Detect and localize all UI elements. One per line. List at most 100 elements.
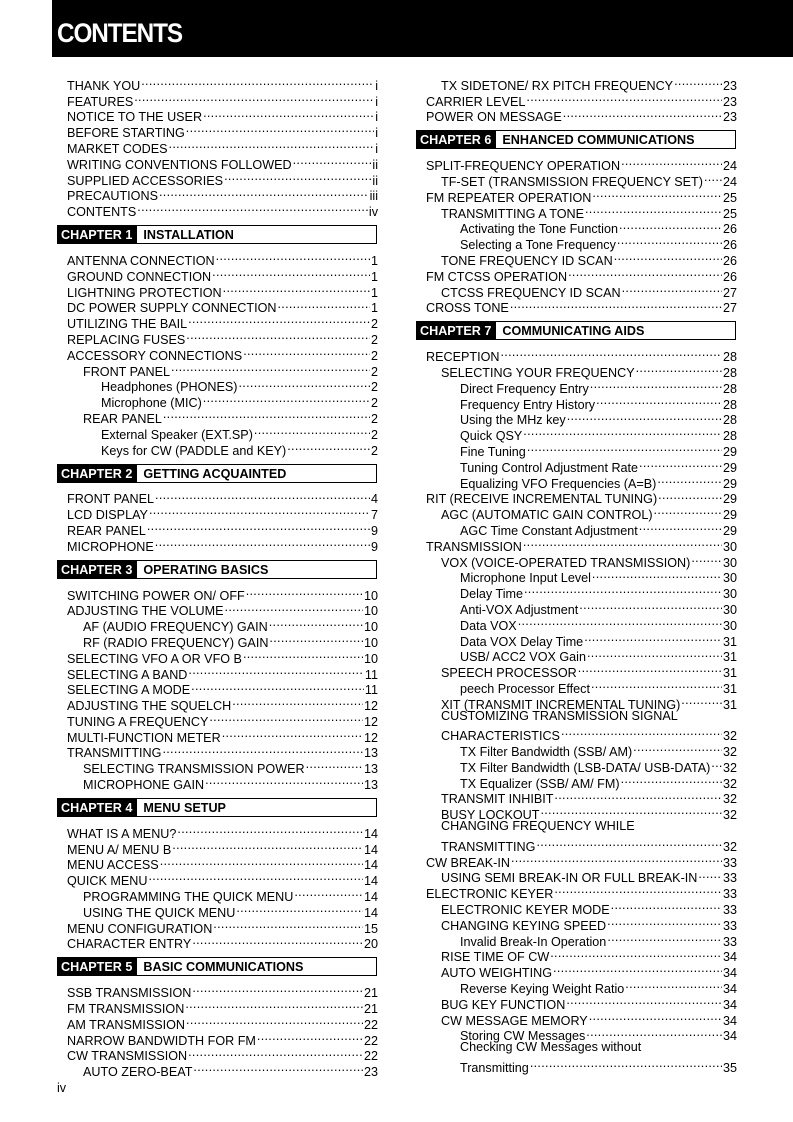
dot-leader bbox=[566, 409, 722, 425]
toc-entry[interactable]: AM TRANSMISSION 22 bbox=[67, 1013, 378, 1032]
toc-entry[interactable]: AF (AUDIO FREQUENCY) GAIN 10 bbox=[67, 615, 378, 634]
toc-entry[interactable]: SELECTING A MODE 11 bbox=[67, 679, 378, 698]
toc-entry[interactable]: UTILIZING THE BAIL 2 bbox=[67, 312, 378, 331]
toc-entry[interactable]: CW MESSAGE MEMORY 34 bbox=[426, 1009, 737, 1028]
toc-entry[interactable]: SPEECH PROCESSOR 31 bbox=[426, 661, 737, 680]
toc-entry[interactable]: TRANSMIT INHIBIT 32 bbox=[426, 788, 737, 807]
toc-entry[interactable]: TRANSMITTING 13 bbox=[67, 742, 378, 761]
chapter-heading[interactable]: CHAPTER 7 COMMUNICATING AIDS bbox=[416, 321, 736, 341]
toc-entry[interactable]: TX Filter Bandwidth (SSB/ AM) 32 bbox=[426, 740, 737, 759]
toc-entry[interactable]: SELECTING A BAND 11 bbox=[67, 663, 378, 682]
toc-entry[interactable]: CHANGING KEYING SPEED 33 bbox=[426, 914, 737, 933]
toc-entry[interactable]: TX SIDETONE/ RX PITCH FREQUENCY23 bbox=[426, 74, 737, 93]
toc-entry[interactable]: RIT (RECEIVE INCREMENTAL TUNING) 29 bbox=[426, 488, 737, 507]
toc-entry[interactable]: peech Processor Effect 31 bbox=[426, 677, 737, 696]
toc-entry[interactable]: SELECTING YOUR FREQUENCY 28 bbox=[426, 361, 737, 380]
toc-entry[interactable]: Selecting a Tone Frequency 26 bbox=[426, 233, 737, 252]
toc-entry[interactable]: Data VOX 30 bbox=[426, 614, 737, 633]
toc-entry[interactable]: TONE FREQUENCY ID SCAN26 bbox=[426, 249, 737, 268]
toc-entry[interactable]: POWER ON MESSAGE 23 bbox=[426, 106, 737, 125]
toc-entry[interactable]: Microphone Input Level30 bbox=[426, 567, 737, 586]
chapter-heading[interactable]: CHAPTER 3 OPERATING BASICS bbox=[57, 559, 377, 579]
toc-entry[interactable]: SWITCHING POWER ON/ OFF 10 bbox=[67, 584, 378, 603]
toc-entry[interactable]: MENU ACCESS 14 bbox=[67, 854, 378, 873]
toc-entry[interactable]: ADJUSTING THE SQUELCH 12 bbox=[67, 694, 378, 713]
toc-entry[interactable]: THANK YOU i bbox=[67, 74, 378, 93]
toc-entry[interactable]: TRANSMITTING32 bbox=[426, 835, 737, 854]
toc-entry[interactable]: REAR PANEL 2 bbox=[67, 407, 378, 426]
chapter-heading[interactable]: CHAPTER 1 INSTALLATION bbox=[57, 225, 377, 245]
toc-entry[interactable]: MICROPHONE GAIN 13 bbox=[67, 773, 378, 792]
toc-entry[interactable]: BUG KEY FUNCTION 34 bbox=[426, 993, 737, 1012]
toc-entry[interactable]: CROSS TONE 27 bbox=[426, 297, 737, 316]
toc-entry[interactable]: Checking CW Messages without bbox=[426, 1040, 737, 1056]
toc-entry[interactable]: PRECAUTIONS iii bbox=[67, 185, 378, 204]
toc-entry[interactable]: AGC (AUTOMATIC GAIN CONTROL) 29 bbox=[426, 503, 737, 522]
toc-entry[interactable]: FRONT PANEL 2 bbox=[67, 360, 378, 379]
toc-entry[interactable]: BEFORE STARTING i bbox=[67, 121, 378, 140]
toc-entry[interactable]: SSB TRANSMISSION 21 bbox=[67, 981, 378, 1000]
toc-entry[interactable]: Activating the Tone Function 26 bbox=[426, 218, 737, 237]
toc-entry[interactable]: Direct Frequency Entry 28 bbox=[426, 377, 737, 396]
toc-entry[interactable]: MENU CONFIGURATION 15 bbox=[67, 917, 378, 936]
toc-entry[interactable]: Delay Time 30 bbox=[426, 582, 737, 601]
toc-entry[interactable]: WHAT IS A MENU? 14 bbox=[67, 822, 378, 841]
toc-entry[interactable]: TUNING A FREQUENCY 12 bbox=[67, 710, 378, 729]
toc-entry[interactable]: FM REPEATER OPERATION 25 bbox=[426, 186, 737, 205]
toc-entry[interactable]: RISE TIME OF CW 34 bbox=[426, 946, 737, 965]
toc-entry-page: 21 bbox=[363, 1002, 378, 1017]
toc-entry[interactable]: CHARACTERISTICS 32 bbox=[426, 724, 737, 743]
toc-entry[interactable]: BUSY LOCKOUT 32 bbox=[426, 803, 737, 822]
toc-entry[interactable]: CHANGING FREQUENCY WHILE bbox=[426, 819, 737, 835]
toc-entry[interactable]: CHARACTER ENTRY 20 bbox=[67, 933, 378, 952]
toc-entry[interactable]: CUSTOMIZING TRANSMISSION SIGNAL bbox=[426, 709, 737, 725]
chapter-heading[interactable]: CHAPTER 2 GETTING ACQUAINTED bbox=[57, 463, 377, 483]
toc-entry[interactable]: FEATURES i bbox=[67, 90, 378, 109]
toc-entry[interactable]: TRANSMITTING A TONE 25 bbox=[426, 202, 737, 221]
toc-entry[interactable]: RECEPTION 28 bbox=[426, 345, 737, 364]
toc-entry[interactable]: MENU A/ MENU B 14 bbox=[67, 838, 378, 857]
toc-entry[interactable]: QUICK MENU 14 bbox=[67, 869, 378, 888]
toc-entry[interactable]: LCD DISPLAY 7 bbox=[67, 503, 378, 522]
chapter-heading[interactable]: CHAPTER 6 ENHANCED COMMUNICATIONS bbox=[416, 130, 736, 150]
toc-entry[interactable]: FRONT PANEL 4 bbox=[67, 488, 378, 507]
toc-entry[interactable]: TRANSMISSION 30 bbox=[426, 535, 737, 554]
toc-entry[interactable]: Data VOX Delay Time 31 bbox=[426, 630, 737, 649]
toc-entry[interactable]: XIT (TRANSMIT INCREMENTAL TUNING) 31 bbox=[426, 693, 737, 712]
toc-entry[interactable]: Frequency Entry History 28 bbox=[426, 393, 737, 412]
toc-entry[interactable]: CONTENTS iv bbox=[67, 200, 378, 219]
toc-entry[interactable]: Fine Tuning 29 bbox=[426, 440, 737, 459]
toc-entry[interactable]: ELECTRONIC KEYER 33 bbox=[426, 882, 737, 901]
toc-entry[interactable]: FM CTCSS OPERATION 26 bbox=[426, 265, 737, 284]
toc-entry[interactable]: GROUND CONNECTION 1 bbox=[67, 265, 378, 284]
toc-entry[interactable]: NOTICE TO THE USER i bbox=[67, 106, 378, 125]
toc-entry[interactable]: MICROPHONE 9 bbox=[67, 535, 378, 554]
toc-entry[interactable]: External Speaker (EXT.SP) 2 bbox=[67, 423, 378, 442]
toc-entry[interactable]: RF (RADIO FREQUENCY) GAIN 10 bbox=[67, 631, 378, 650]
toc-entry[interactable]: LIGHTNING PROTECTION 1 bbox=[67, 281, 378, 300]
toc-entry[interactable]: ADJUSTING THE VOLUME 10 bbox=[67, 600, 378, 619]
toc-entry[interactable]: Tuning Control Adjustment Rate 29 bbox=[426, 456, 737, 475]
chapter-heading[interactable]: CHAPTER 5 BASIC COMMUNICATIONS bbox=[57, 957, 377, 977]
toc-entry[interactable]: Transmitting 35 bbox=[426, 1056, 737, 1075]
toc-entry[interactable]: Quick QSY 28 bbox=[426, 424, 737, 443]
toc-entry[interactable]: USING THE QUICK MENU 14 bbox=[67, 901, 378, 920]
toc-entry[interactable]: Storing CW Messages 34 bbox=[426, 1025, 737, 1044]
chapter-heading[interactable]: CHAPTER 4 MENU SETUP bbox=[57, 798, 377, 818]
toc-entry[interactable]: REPLACING FUSES 2 bbox=[67, 328, 378, 347]
toc-entry[interactable]: SPLIT-FREQUENCY OPERATION 24 bbox=[426, 154, 737, 173]
toc-entry[interactable]: REAR PANEL 9 bbox=[67, 519, 378, 538]
toc-entry[interactable]: AUTO ZERO-BEAT 23 bbox=[67, 1060, 378, 1079]
toc-entry[interactable]: CARRIER LEVEL 23 bbox=[426, 90, 737, 109]
toc-entry[interactable]: CTCSS FREQUENCY ID SCAN27 bbox=[426, 281, 737, 300]
toc-entry[interactable]: CW BREAK-IN 33 bbox=[426, 851, 737, 870]
toc-entry[interactable]: AUTO WEIGHTING 34 bbox=[426, 961, 737, 980]
toc-entry[interactable]: ELECTRONIC KEYER MODE 33 bbox=[426, 898, 737, 917]
toc-entry[interactable]: Equalizing VFO Frequencies (A=B) 29 bbox=[426, 472, 737, 491]
toc-entry[interactable]: USB/ ACC2 VOX Gain 31 bbox=[426, 646, 737, 665]
toc-entry[interactable]: MARKET CODES i bbox=[67, 137, 378, 156]
toc-entry[interactable]: Keys for CW (PADDLE and KEY) 2 bbox=[67, 439, 378, 458]
toc-entry[interactable]: ANTENNA CONNECTION 1 bbox=[67, 249, 378, 268]
toc-entry[interactable]: FM TRANSMISSION 21 bbox=[67, 997, 378, 1016]
toc-entry[interactable]: CW TRANSMISSION 22 bbox=[67, 1045, 378, 1064]
